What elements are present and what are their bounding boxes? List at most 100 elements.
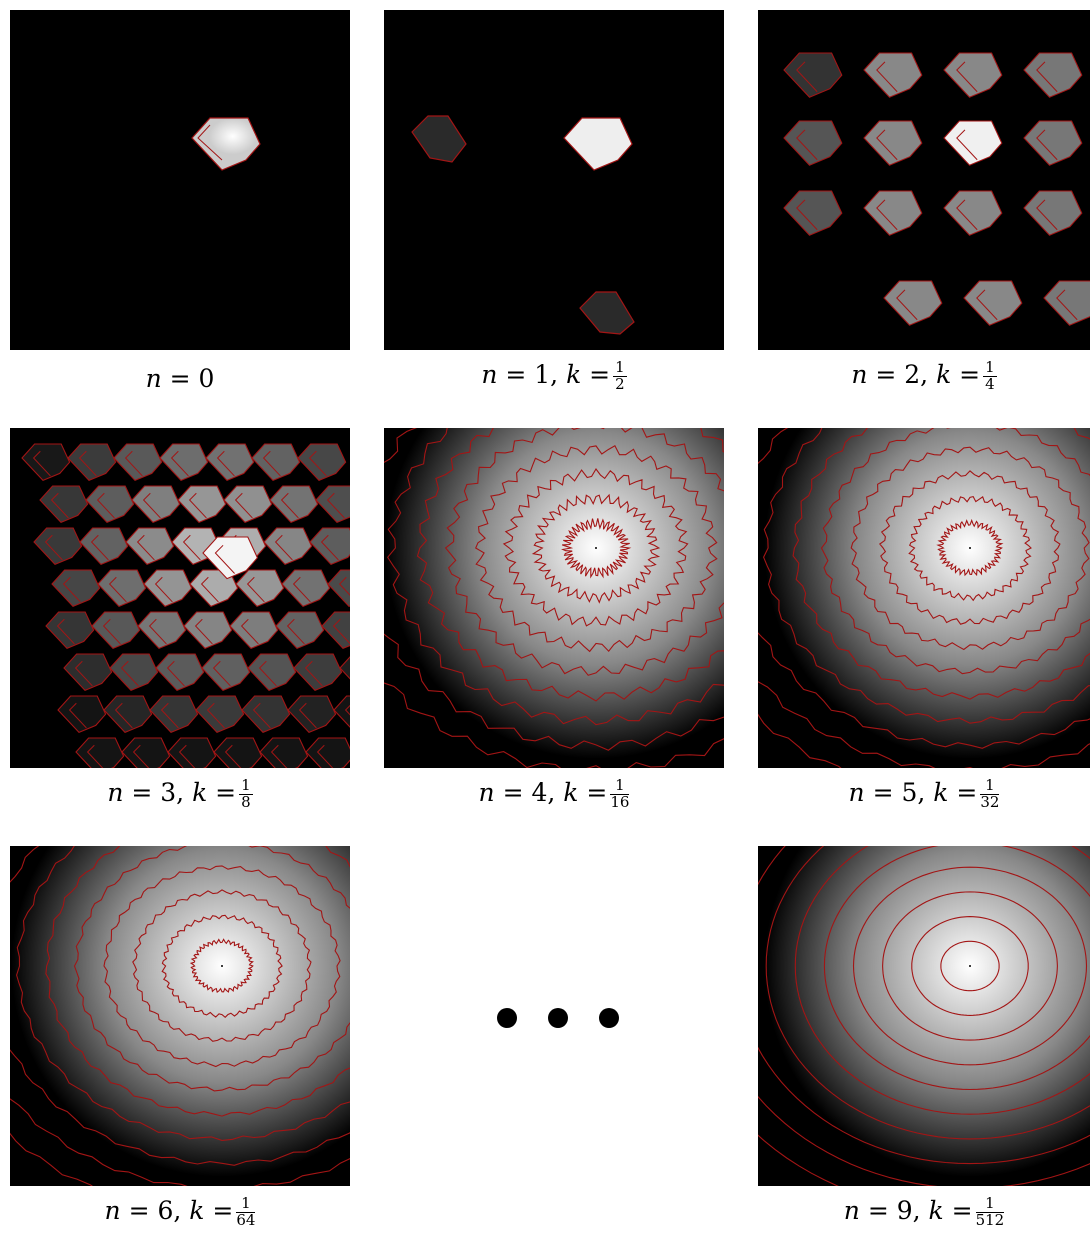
contour-line — [316, 744, 334, 768]
center-point — [221, 965, 223, 967]
contour-line — [132, 889, 312, 1042]
contour-line — [796, 199, 818, 231]
contour-line — [850, 446, 1090, 651]
caption-n3: n = 3, k = 1 8 — [107, 776, 253, 811]
kernel-blob — [177, 485, 227, 524]
contour-line — [1056, 289, 1078, 321]
ellipsis-dot-3 — [599, 1008, 619, 1028]
contour-line — [90, 534, 109, 561]
panel-n0-image — [191, 117, 261, 171]
contour-line — [794, 846, 1090, 1115]
caption-n5: n = 5, k = 1 32 — [848, 776, 1000, 811]
caption-n2: n = 2, k = 1 4 — [851, 358, 997, 393]
contour-line — [387, 428, 724, 726]
kernel-blob — [339, 656, 350, 680]
contour-line — [216, 450, 235, 477]
contour-line — [956, 61, 978, 93]
contour-line — [475, 445, 718, 653]
kernel-blob — [309, 527, 350, 566]
kernel-blob — [943, 190, 1003, 236]
contour-line — [823, 846, 1090, 1091]
ellipsis-dot-2 — [548, 1008, 568, 1028]
kernel-blob — [241, 695, 291, 734]
panel-n6-image — [10, 846, 350, 1186]
kernel-blob — [783, 120, 843, 166]
intensity-field — [758, 428, 1090, 768]
contour-line — [758, 428, 1090, 749]
contour-line — [956, 199, 978, 231]
contour-line — [286, 618, 305, 645]
contour-line — [200, 576, 219, 603]
kernel-blob — [121, 737, 171, 768]
contour-line — [792, 428, 1090, 700]
contour-line — [240, 618, 259, 645]
contour-line — [124, 450, 143, 477]
kernel-blob — [223, 485, 273, 524]
kernel-blob — [1043, 280, 1090, 326]
contour-line — [338, 576, 350, 596]
contour-line — [292, 576, 311, 603]
contour-line — [206, 702, 225, 729]
contour-line — [384, 428, 724, 751]
contour-line — [444, 428, 724, 676]
kernel-blob — [67, 443, 117, 482]
kernel-blob — [327, 569, 350, 608]
kernel-blob — [943, 120, 1003, 166]
contour-line — [956, 129, 978, 161]
contour-line — [182, 534, 201, 561]
contour-line — [224, 744, 242, 768]
kernel-blob — [155, 653, 205, 692]
contour-line — [197, 124, 223, 161]
panel-n9 — [758, 846, 1090, 1186]
contour-line — [758, 846, 1090, 1165]
kernel-blob — [783, 52, 843, 98]
contour-line — [976, 289, 998, 321]
kernel-blob — [57, 695, 107, 734]
contour-line — [194, 618, 213, 645]
contour-line — [50, 492, 69, 519]
kernel-blob — [167, 737, 217, 768]
contour-line — [852, 866, 1088, 1066]
contour-line — [879, 470, 1061, 625]
contour-line — [876, 129, 898, 161]
kernel-blob — [1023, 190, 1083, 236]
contour-line — [68, 702, 87, 729]
contour-line — [214, 544, 235, 574]
contour-line — [102, 618, 121, 645]
contour-line — [86, 744, 104, 768]
contour-line — [911, 916, 1029, 1016]
kernel-blob — [281, 569, 331, 608]
contour-line — [62, 576, 81, 603]
kernel-blob — [125, 527, 175, 566]
contour-line — [96, 492, 115, 519]
contour-line — [531, 493, 661, 604]
caption-n6: n = 6, k = 1 64 — [104, 1194, 256, 1229]
intensity-field — [384, 428, 724, 768]
kernel-blob — [33, 527, 83, 566]
kernel-blob-faint — [579, 291, 635, 335]
kernel-blob — [293, 653, 343, 692]
kernel-blob — [863, 190, 923, 236]
contour-line — [940, 940, 1000, 992]
kernel-blob — [149, 695, 199, 734]
kernel-blob — [287, 695, 337, 734]
contour-line — [234, 492, 253, 519]
kernel-blob — [45, 611, 95, 650]
contour-line — [274, 534, 293, 561]
panel-n4-image — [384, 428, 724, 768]
contour-line — [882, 891, 1058, 1041]
contour-line — [246, 576, 265, 603]
kernel-blob — [137, 611, 187, 650]
panel-n4 — [384, 428, 724, 768]
contour-line — [1036, 61, 1058, 93]
kernel-blob — [883, 280, 943, 326]
panel-n3-image — [21, 443, 350, 768]
kernel-blob — [131, 485, 181, 524]
kernel-blob — [202, 536, 259, 580]
contour-line — [56, 618, 75, 645]
contour-line — [796, 61, 818, 93]
contour-line — [148, 618, 167, 645]
kernel-blob — [79, 527, 129, 566]
panel-n2-image — [783, 52, 1090, 326]
kernel-blob — [143, 569, 193, 608]
